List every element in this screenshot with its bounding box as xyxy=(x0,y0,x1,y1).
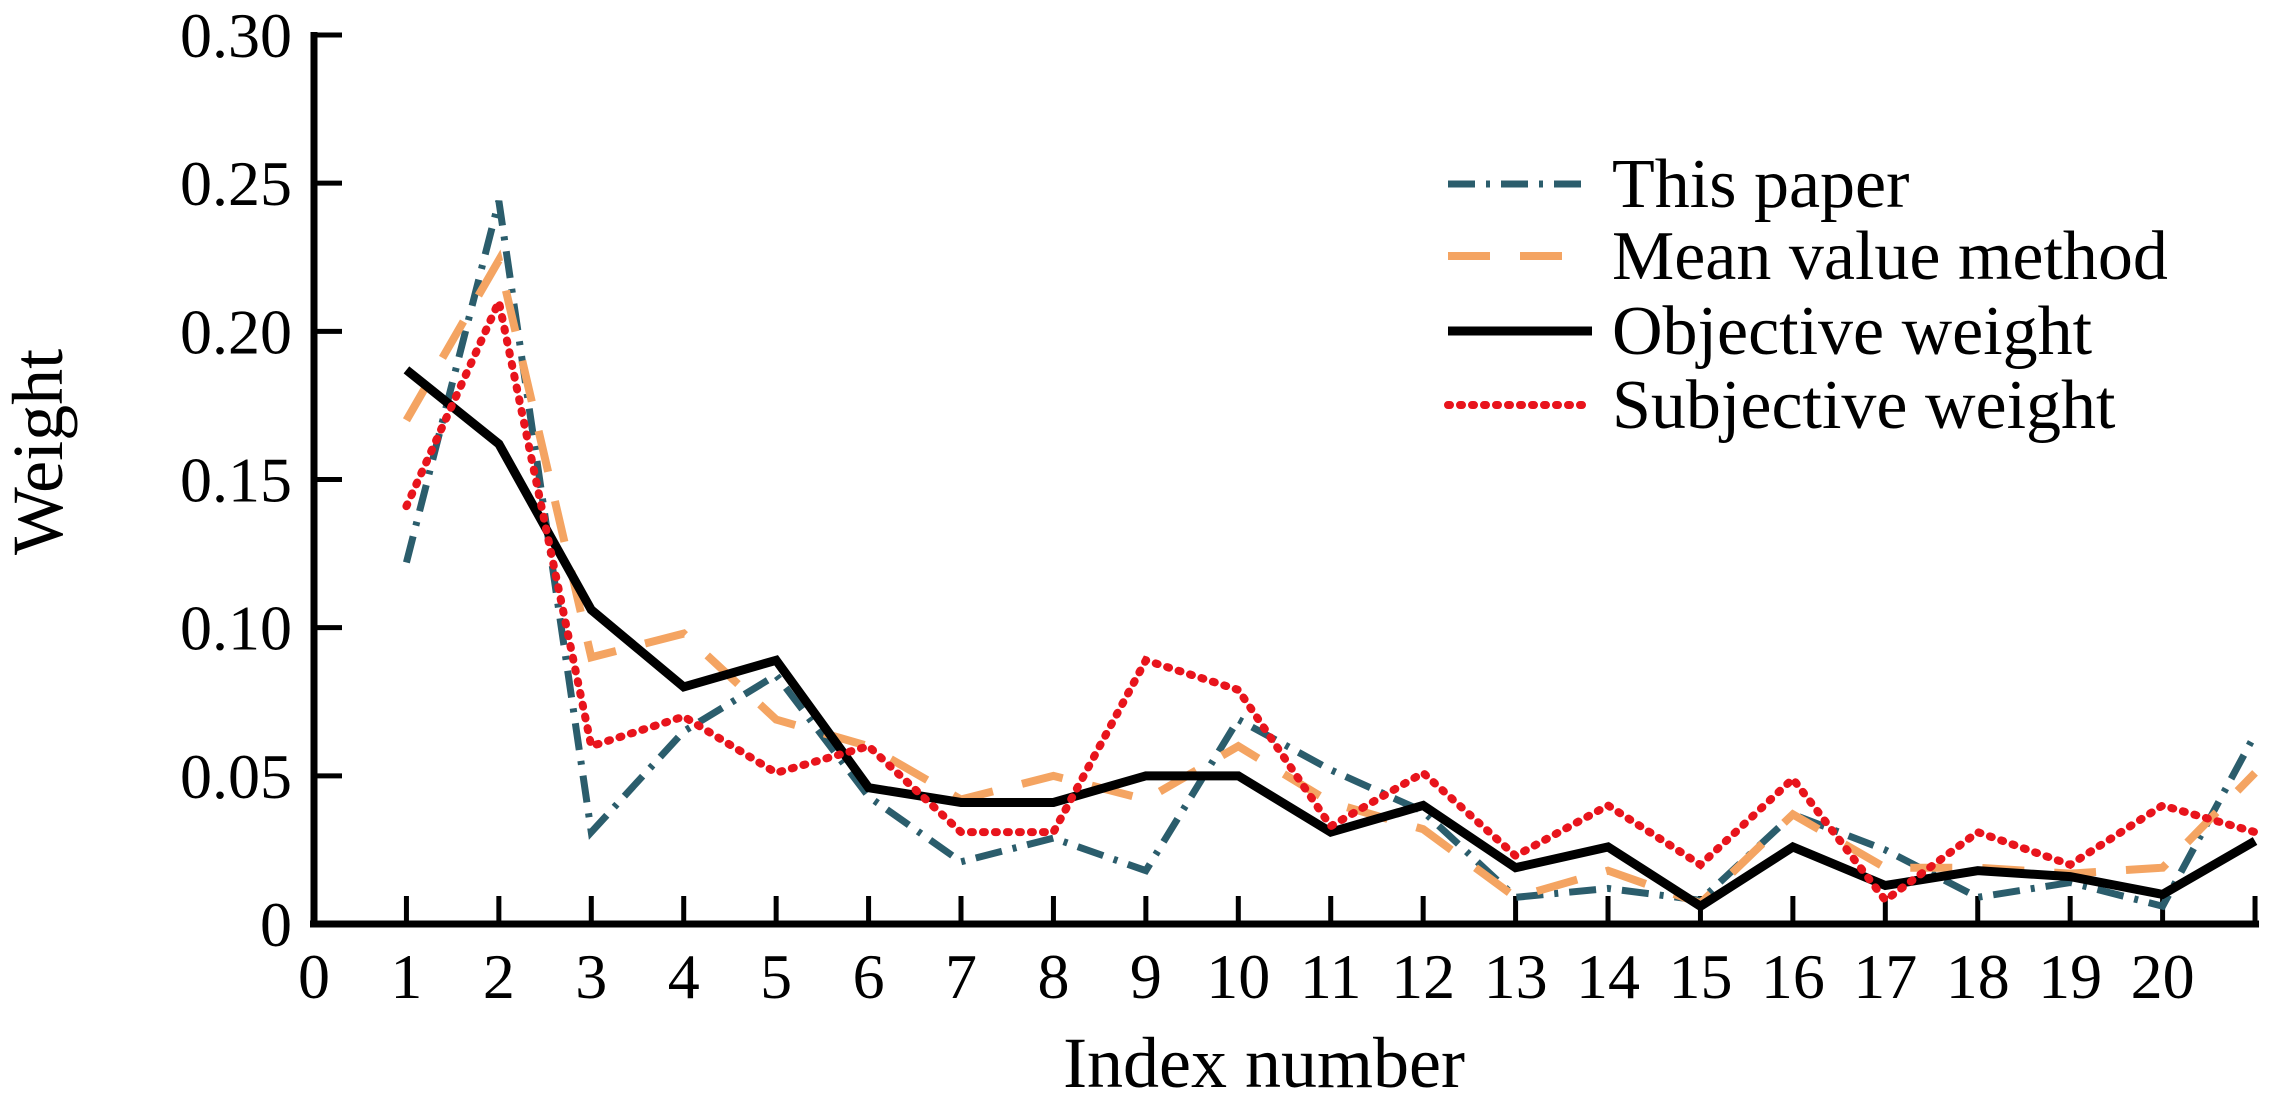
x-tick-label-18: 18 xyxy=(1946,941,2010,1012)
x-tick-label-0: 0 xyxy=(298,941,330,1012)
y-tick-label-0.20: 0.20 xyxy=(180,296,292,367)
y-tick-label-0.15: 0.15 xyxy=(180,445,292,516)
y-tick-label-0.30: 0.30 xyxy=(180,0,292,71)
data-series xyxy=(402,200,2260,912)
x-tick-label-7: 7 xyxy=(945,941,977,1012)
x-tick-label-20: 20 xyxy=(2131,941,2195,1012)
legend: This paper Mean value method Objective w… xyxy=(1444,146,2168,444)
legend-item-this-paper: This paper xyxy=(1448,146,1909,223)
y-tick-label-0.10: 0.10 xyxy=(180,593,292,664)
legend-item-mean-value-method: Mean value method xyxy=(1448,218,2168,295)
x-axis-title: Index number xyxy=(1063,1023,1465,1103)
y-tick-label-0.05: 0.05 xyxy=(180,741,292,812)
x-tick-label-6: 6 xyxy=(853,941,885,1012)
x-tick-label-2: 2 xyxy=(483,941,515,1012)
legend-label-this-paper: This paper xyxy=(1612,146,1909,223)
x-tick-label-11: 11 xyxy=(1300,941,1362,1012)
x-tick-label-10: 10 xyxy=(1206,941,1270,1012)
legend-item-subjective-weight: Subjective weight xyxy=(1444,367,2116,444)
x-tick-label-14: 14 xyxy=(1576,941,1640,1012)
legend-label-subjective-weight: Subjective weight xyxy=(1612,367,2116,444)
x-tick-label-19: 19 xyxy=(2038,941,2102,1012)
legend-label-objective-weight: Objective weight xyxy=(1612,293,2093,370)
axes: 0 1 2 3 4 5 6 7 8 9 10 11 12 13 14 15 16 17 18 19 2000.050.1… xyxy=(180,0,2260,1012)
y-tick-label-0.25: 0.25 xyxy=(180,148,292,219)
series-line-3 xyxy=(402,288,2260,906)
legend-label-mean-value-method: Mean value method xyxy=(1612,218,2168,295)
x-tick-label-9: 9 xyxy=(1130,941,1162,1012)
x-tick-label-1: 1 xyxy=(390,941,422,1012)
x-tick-label-17: 17 xyxy=(1853,941,1917,1012)
x-tick-label-12: 12 xyxy=(1391,941,1455,1012)
x-tick-label-15: 15 xyxy=(1668,941,1732,1012)
x-tick-label-5: 5 xyxy=(760,941,792,1012)
x-tick-label-3: 3 xyxy=(575,941,607,1012)
y-tick-label-0: 0 xyxy=(260,889,292,960)
legend-item-objective-weight: Objective weight xyxy=(1448,293,2093,370)
series-line-1 xyxy=(402,249,2258,908)
x-tick-label-16: 16 xyxy=(1761,941,1825,1012)
series-line-2 xyxy=(403,366,2258,912)
x-tick-label-4: 4 xyxy=(668,941,700,1012)
x-tick-label-8: 8 xyxy=(1037,941,1069,1012)
y-axis-title: Weight xyxy=(0,349,78,555)
series-line-0 xyxy=(403,200,2259,911)
x-tick-label-13: 13 xyxy=(1484,941,1548,1012)
